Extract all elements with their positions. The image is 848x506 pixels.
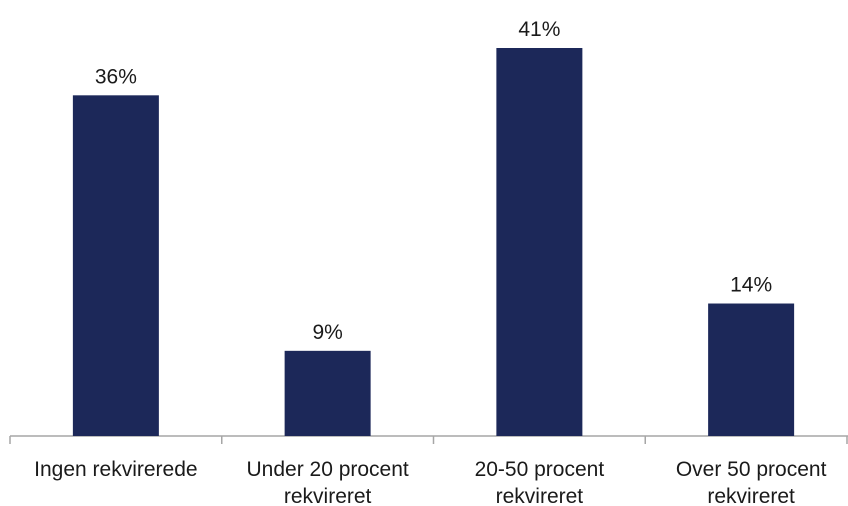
- data-label: 14%: [730, 274, 772, 297]
- data-label: 36%: [95, 65, 137, 88]
- category-label: Over 50 procent: [676, 458, 827, 481]
- bar: [72, 95, 159, 436]
- category-label: Under 20 procent: [246, 458, 408, 481]
- category-label: Ingen rekvirerede: [34, 458, 197, 481]
- category-label: 20-50 procent: [475, 458, 605, 481]
- category-label: rekvireret: [284, 485, 372, 506]
- bar: [284, 350, 371, 436]
- bar: [708, 303, 795, 436]
- bar: [496, 48, 583, 436]
- category-label: rekvireret: [707, 485, 795, 506]
- category-label: rekvireret: [496, 485, 584, 506]
- data-label: 41%: [518, 18, 560, 41]
- data-label: 9%: [312, 321, 342, 344]
